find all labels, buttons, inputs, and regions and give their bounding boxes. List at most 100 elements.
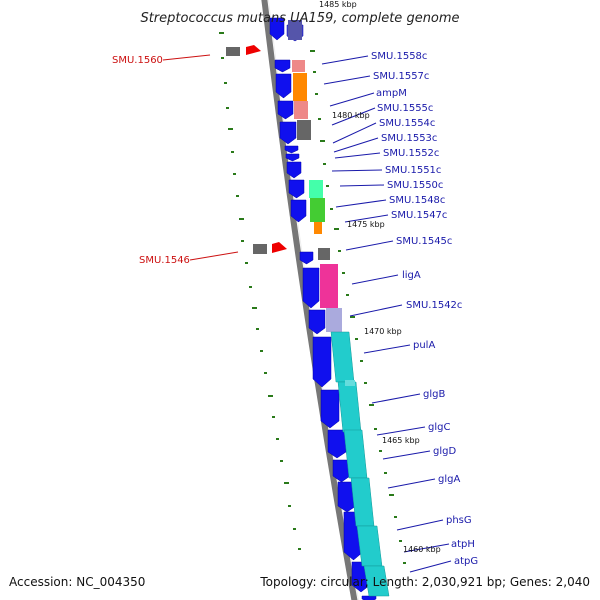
gene-label-red[interactable]: SMU.1546 <box>139 255 190 266</box>
leader-line <box>387 478 436 489</box>
ruler-tick <box>260 350 263 352</box>
ruler-tick <box>310 50 315 52</box>
gene-label[interactable]: SMU.1548c <box>389 195 445 206</box>
ruler-tick <box>219 32 224 34</box>
ruler-tick <box>298 548 301 550</box>
gene-label[interactable]: SMU.1551c <box>385 165 441 176</box>
gene-block-smu1548c <box>310 198 325 222</box>
leader-line <box>363 344 411 354</box>
genome-summary-text: Topology: circular; Length: 2,030,921 bp… <box>259 575 590 589</box>
gene-label[interactable]: phsG <box>446 515 472 526</box>
map-title: Streptococcus mutans UA159, complete gen… <box>140 11 459 26</box>
ruler-tick <box>403 562 406 564</box>
reverse-strand-genes <box>288 20 390 597</box>
gene-label[interactable]: SMU.1545c <box>396 236 452 247</box>
ruler-tick <box>384 472 387 474</box>
gene-label[interactable]: ligA <box>402 270 421 281</box>
gene-label[interactable]: atpG <box>454 556 478 567</box>
accession-text: Accession: NC_004350 <box>9 575 145 589</box>
gene-arrow <box>308 309 326 335</box>
gene-block-ampm <box>294 101 308 119</box>
ruler-tick <box>268 395 273 397</box>
gene-block-smu1550c <box>309 180 323 198</box>
gene-arrow <box>274 59 291 73</box>
gene-label[interactable]: SMU.1558c <box>371 51 427 62</box>
gene-block-cyan <box>330 331 355 383</box>
ruler-tick <box>224 82 227 84</box>
leader-line <box>333 137 379 153</box>
gene-labels-red: SMU.1560 SMU.1546 <box>112 55 190 266</box>
gene-arrow <box>286 161 302 179</box>
leader-line <box>403 543 450 553</box>
ruler-tick <box>338 250 341 252</box>
gene-label[interactable]: SMU.1555c <box>377 103 433 114</box>
leader-line <box>396 519 444 531</box>
leader-line <box>331 169 383 172</box>
kbp-label-1465: 1465 kbp <box>382 436 420 445</box>
gene-block-cyan <box>356 525 383 567</box>
gene-arrow <box>361 595 377 600</box>
gene-label[interactable]: SMU.1550c <box>387 180 443 191</box>
gene-label[interactable]: glgB <box>423 389 445 400</box>
ruler-ticks-inner <box>310 50 406 564</box>
gene-label[interactable]: SMU.1554c <box>379 118 435 129</box>
ruler-tick <box>389 494 394 496</box>
gene-label[interactable]: SMU.1553c <box>381 133 437 144</box>
leader-line <box>329 92 375 107</box>
gene-arrow <box>279 121 297 145</box>
ruler-tick <box>241 240 244 242</box>
gene-arrow <box>275 73 292 99</box>
gene-label[interactable]: SMU.1542c <box>406 300 462 311</box>
gene-block <box>345 380 355 386</box>
kbp-label-1480: 1480 kbp <box>332 111 370 120</box>
ruler-tick <box>272 416 275 418</box>
leader-line <box>331 107 376 126</box>
ruler-tick <box>276 438 279 440</box>
gene-label[interactable]: atpH <box>451 539 475 550</box>
gene-label[interactable]: SMU.1557c <box>373 71 429 82</box>
gene-label[interactable]: glgA <box>438 474 460 485</box>
leader-line <box>351 274 399 285</box>
leader-line <box>334 152 381 159</box>
gene-label-red[interactable]: SMU.1560 <box>112 55 163 66</box>
ruler-tick <box>360 360 363 362</box>
leader-line <box>371 393 421 404</box>
ruler-tick <box>226 107 229 109</box>
gene-arrow <box>288 179 305 199</box>
gene-label[interactable]: ampM <box>376 88 407 99</box>
gene-smu1560[interactable] <box>226 45 261 56</box>
ruler-ticks-outer <box>219 32 301 550</box>
gene-label[interactable]: SMU.1552c <box>383 148 439 159</box>
gene-arrow <box>290 199 307 223</box>
gene-label[interactable]: glgD <box>433 446 456 457</box>
gene-arrow <box>299 251 314 265</box>
ruler-tick <box>231 151 234 153</box>
gene-block-smu1542c <box>326 308 342 332</box>
gene-arrow <box>284 145 299 154</box>
leader-line <box>409 560 452 573</box>
ruler-tick <box>320 140 325 142</box>
leader-line <box>162 54 211 61</box>
gene-smu1546[interactable] <box>253 242 287 254</box>
ruler-tick <box>315 93 318 95</box>
leader-line <box>345 240 394 251</box>
gene-label[interactable]: pulA <box>413 340 435 351</box>
gene-block-smu1558c <box>292 60 305 72</box>
gene-label[interactable]: SMU.1547c <box>391 210 447 221</box>
ruler-tick <box>264 372 267 374</box>
ruler-tick <box>394 516 397 518</box>
kbp-label-1485: 1485 kbp <box>319 0 357 9</box>
gene-arrow <box>269 17 285 41</box>
gene-label[interactable]: glgC <box>428 422 450 433</box>
ruler-tick <box>374 428 377 430</box>
ruler-tick <box>284 482 289 484</box>
leader-line <box>323 75 371 85</box>
ruler-tick <box>346 294 349 296</box>
ruler-tick <box>330 208 333 210</box>
ruler-tick <box>245 262 248 264</box>
leader-line <box>344 214 389 223</box>
label-leader-lines <box>162 54 452 573</box>
ruler-tick <box>256 328 259 330</box>
